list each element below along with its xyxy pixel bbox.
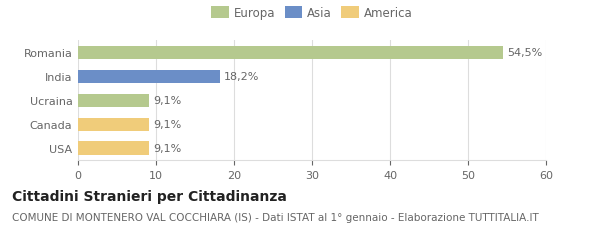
- Bar: [78, 94, 149, 107]
- Text: COMUNE DI MONTENERO VAL COCCHIARA (IS) - Dati ISTAT al 1° gennaio - Elaborazione: COMUNE DI MONTENERO VAL COCCHIARA (IS) -…: [12, 212, 539, 222]
- Bar: [78, 118, 149, 131]
- Bar: [78, 47, 503, 60]
- Text: Cittadini Stranieri per Cittadinanza: Cittadini Stranieri per Cittadinanza: [12, 189, 287, 203]
- Text: 9,1%: 9,1%: [153, 120, 181, 130]
- Bar: [78, 71, 220, 84]
- Text: 9,1%: 9,1%: [153, 96, 181, 106]
- Text: 54,5%: 54,5%: [507, 48, 542, 58]
- Legend: Europa, Asia, America: Europa, Asia, America: [206, 2, 418, 24]
- Text: 18,2%: 18,2%: [224, 72, 259, 82]
- Text: 9,1%: 9,1%: [153, 143, 181, 153]
- Bar: [78, 142, 149, 155]
